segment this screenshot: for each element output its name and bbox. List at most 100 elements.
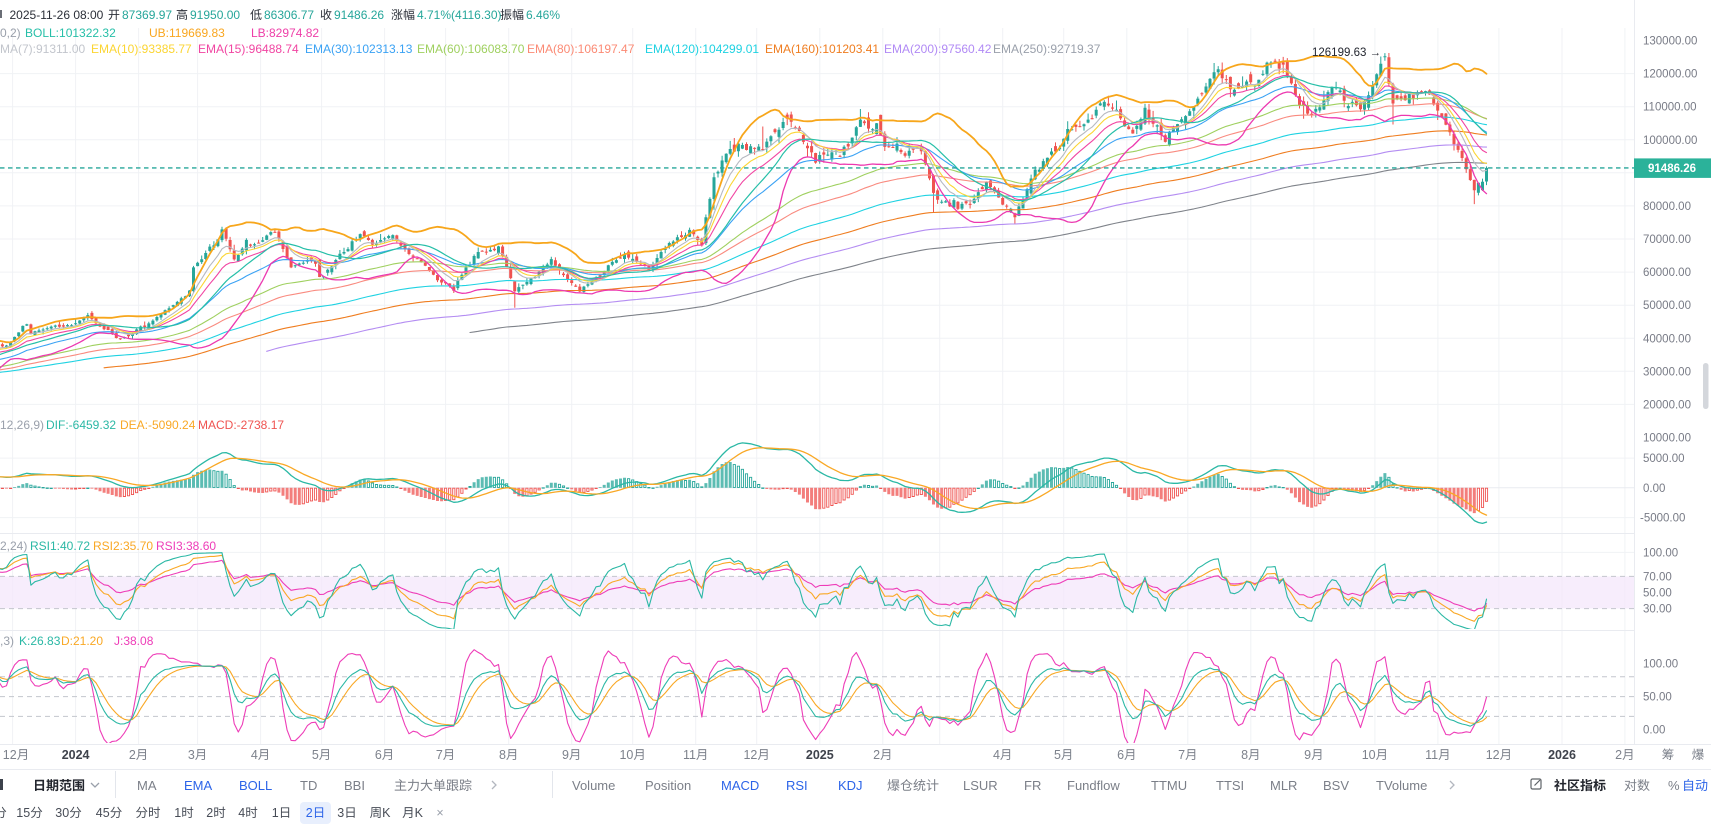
svg-text:9月: 9月 xyxy=(1304,748,1323,762)
svg-text:4.71%(4116.30): 4.71%(4116.30) xyxy=(417,8,502,22)
svg-text:60000.00: 60000.00 xyxy=(1643,267,1691,279)
svg-text:DIF:-6459.32: DIF:-6459.32 xyxy=(46,418,116,432)
svg-text:4时: 4时 xyxy=(238,806,258,820)
svg-text:分时: 分时 xyxy=(135,806,161,820)
svg-text:100.00: 100.00 xyxy=(1643,659,1678,671)
svg-text:50000.00: 50000.00 xyxy=(1643,300,1691,312)
svg-text:BOLL: BOLL xyxy=(239,778,272,793)
svg-text:K:26.83: K:26.83 xyxy=(19,634,61,648)
svg-text:20000.00: 20000.00 xyxy=(1643,399,1691,411)
svg-text:2时: 2时 xyxy=(206,806,226,820)
svg-text:Volume: Volume xyxy=(572,778,615,793)
svg-text:2025-11-26 08:00: 2025-11-26 08:00 xyxy=(10,8,104,22)
svg-text:70000.00: 70000.00 xyxy=(1643,234,1691,246)
svg-text:EMA(15):96488.74: EMA(15):96488.74 xyxy=(198,42,299,56)
svg-text:高: 高 xyxy=(176,8,188,22)
svg-text:91486.26: 91486.26 xyxy=(1648,163,1696,175)
svg-text:3日: 3日 xyxy=(337,806,356,820)
svg-text:TD: TD xyxy=(300,778,317,793)
svg-text:11月: 11月 xyxy=(1425,748,1450,762)
svg-text:9月: 9月 xyxy=(562,748,581,762)
svg-text:BOLL:101322.32: BOLL:101322.32 xyxy=(25,26,116,40)
svg-text:2月: 2月 xyxy=(1615,748,1634,762)
svg-text:1日: 1日 xyxy=(272,806,291,820)
svg-text:110000.00: 110000.00 xyxy=(1643,102,1697,114)
svg-text:D:21.20: D:21.20 xyxy=(61,634,103,648)
svg-text:EMA(10):93385.77: EMA(10):93385.77 xyxy=(91,42,192,56)
svg-text:DEA:-5090.24: DEA:-5090.24 xyxy=(120,418,196,432)
svg-text:30000.00: 30000.00 xyxy=(1643,366,1691,378)
svg-text:自动: 自动 xyxy=(1682,778,1708,793)
svg-text:12月: 12月 xyxy=(3,748,29,762)
svg-text:10月: 10月 xyxy=(1362,748,1388,762)
svg-text:50.00: 50.00 xyxy=(1643,692,1672,704)
svg-text:RSI: RSI xyxy=(786,778,808,793)
svg-text:EMA(250):92719.37: EMA(250):92719.37 xyxy=(993,42,1101,56)
svg-text:5000.00: 5000.00 xyxy=(1643,453,1685,465)
svg-text:KDJ: KDJ xyxy=(838,778,863,793)
svg-text:2月: 2月 xyxy=(129,748,148,762)
svg-text:MACD: MACD xyxy=(721,778,759,793)
svg-text:Fundflow: Fundflow xyxy=(1067,778,1120,793)
svg-text:MLR: MLR xyxy=(1270,778,1297,793)
svg-text:对数: 对数 xyxy=(1624,778,1650,793)
svg-text:12,26,9): 12,26,9) xyxy=(0,418,44,432)
svg-text:日期范围: 日期范围 xyxy=(33,778,85,793)
svg-text:45分: 45分 xyxy=(96,806,123,820)
svg-text:100.00: 100.00 xyxy=(1643,547,1678,559)
svg-text:,3): ,3) xyxy=(0,634,14,648)
svg-text:1时: 1时 xyxy=(174,806,194,820)
svg-text:TTMU: TTMU xyxy=(1151,778,1187,793)
svg-text:TVolume: TVolume xyxy=(1376,778,1427,793)
svg-text:×: × xyxy=(436,806,443,820)
svg-text:12月: 12月 xyxy=(743,748,769,762)
svg-text:91950.00: 91950.00 xyxy=(190,8,240,22)
svg-text:3月: 3月 xyxy=(188,748,207,762)
svg-text:70.00: 70.00 xyxy=(1643,571,1672,583)
svg-text:6月: 6月 xyxy=(375,748,394,762)
svg-text:8月: 8月 xyxy=(499,748,518,762)
svg-text:5分: 5分 xyxy=(0,806,7,820)
svg-text:RSI3:38.60: RSI3:38.60 xyxy=(156,539,216,553)
svg-text:开: 开 xyxy=(108,8,120,22)
svg-text:120000.00: 120000.00 xyxy=(1643,69,1697,81)
svg-text:8月: 8月 xyxy=(1241,748,1260,762)
svg-text:86306.77: 86306.77 xyxy=(264,8,314,22)
svg-text:6.46%: 6.46% xyxy=(526,8,560,22)
svg-text:收: 收 xyxy=(320,8,332,22)
svg-text:EMA(30):102313.13: EMA(30):102313.13 xyxy=(305,42,413,56)
svg-text:EMA(80):106197.47: EMA(80):106197.47 xyxy=(527,42,635,56)
svg-text:月K: 月K xyxy=(402,806,424,820)
svg-text:BBI: BBI xyxy=(344,778,365,793)
svg-text:2025: 2025 xyxy=(806,748,834,762)
svg-text:0.00: 0.00 xyxy=(1643,483,1665,495)
svg-text:BSV: BSV xyxy=(1323,778,1349,793)
svg-text:6月: 6月 xyxy=(1117,748,1136,762)
svg-text:30.00: 30.00 xyxy=(1643,604,1672,616)
svg-text:低: 低 xyxy=(250,8,262,22)
svg-text:30分: 30分 xyxy=(55,806,82,820)
svg-text:FR: FR xyxy=(1024,778,1041,793)
svg-text:MA: MA xyxy=(137,778,157,793)
svg-text:7月: 7月 xyxy=(436,748,455,762)
svg-text:主力大单跟踪: 主力大单跟踪 xyxy=(394,778,472,793)
svg-text:2月: 2月 xyxy=(873,748,892,762)
svg-text:2日: 2日 xyxy=(306,806,325,820)
svg-text:UB:119669.83: UB:119669.83 xyxy=(149,26,225,40)
svg-text:80000.00: 80000.00 xyxy=(1643,201,1691,213)
svg-text:Position: Position xyxy=(645,778,691,793)
svg-text:10月: 10月 xyxy=(619,748,645,762)
svg-text:100000.00: 100000.00 xyxy=(1643,135,1697,147)
svg-text:涨幅: 涨幅 xyxy=(391,8,415,22)
svg-text:EMA(200):97560.42: EMA(200):97560.42 xyxy=(884,42,992,56)
svg-text:爆: 爆 xyxy=(1692,748,1705,762)
svg-text:7月: 7月 xyxy=(1178,748,1197,762)
svg-text:振幅: 振幅 xyxy=(500,8,524,22)
svg-text:EMA(60):106083.70: EMA(60):106083.70 xyxy=(417,42,525,56)
svg-text:130000.00: 130000.00 xyxy=(1643,36,1697,48)
svg-text:2,24): 2,24) xyxy=(0,539,27,553)
svg-text:爆仓统计: 爆仓统计 xyxy=(887,778,939,793)
svg-text:EMA(160):101203.41: EMA(160):101203.41 xyxy=(765,42,879,56)
svg-text:-5000.00: -5000.00 xyxy=(1640,513,1685,525)
svg-text:社区指标: 社区指标 xyxy=(1554,778,1606,793)
